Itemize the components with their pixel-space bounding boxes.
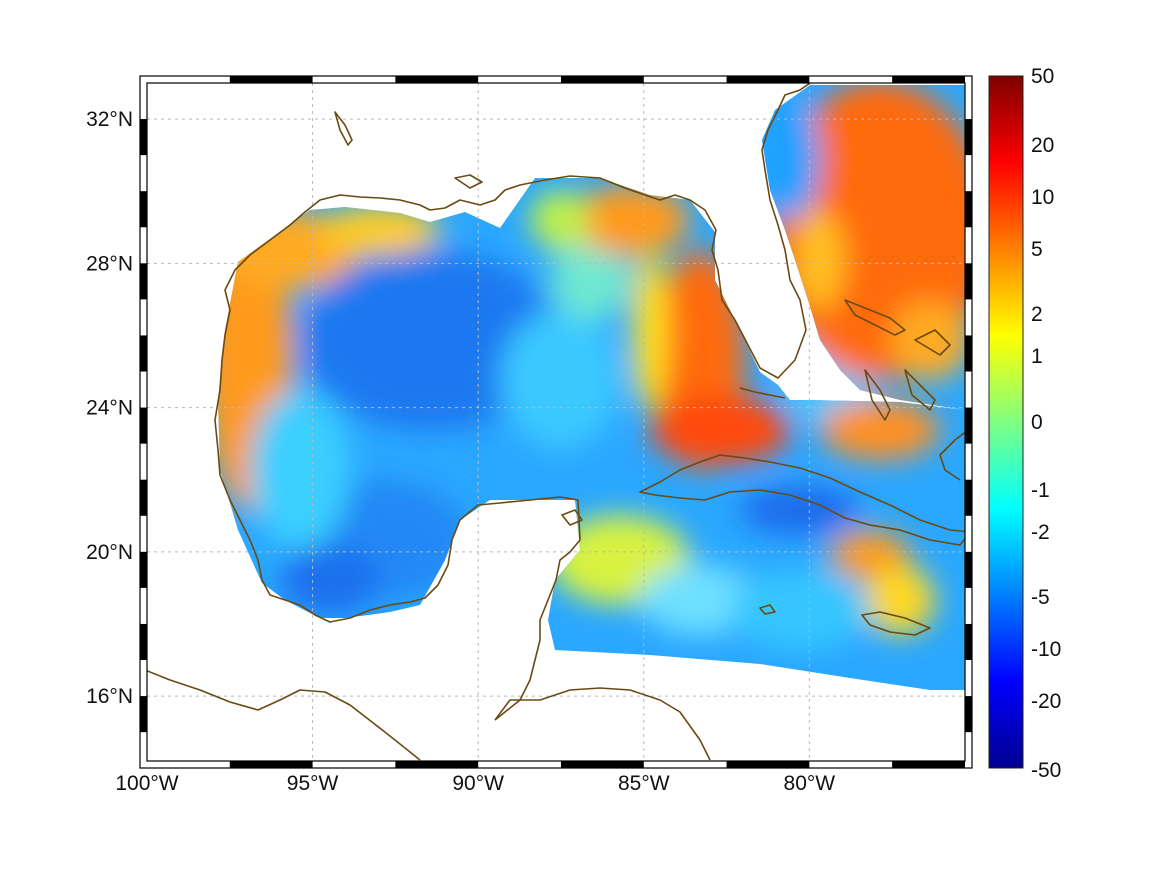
lon-tick-label: 85°W	[618, 772, 670, 795]
lon-tick-label: 90°W	[452, 772, 504, 795]
frame-segment	[965, 551, 972, 588]
colorbar-gradient	[988, 75, 1024, 769]
frame-segment	[140, 623, 147, 661]
frame-segment	[140, 551, 147, 588]
coastlines	[147, 83, 965, 761]
frame-segment	[965, 191, 972, 228]
frame-segment	[395, 761, 479, 768]
frame-segment	[140, 696, 147, 733]
lat-tick-label: 24°N	[86, 397, 133, 420]
frame-segment	[892, 76, 965, 83]
frame-segment	[560, 76, 644, 83]
colorbar-tick-label: -50	[1031, 759, 1061, 782]
gridlines	[147, 83, 965, 761]
frame-segment	[229, 76, 313, 83]
colorbar-tick-label: -20	[1031, 690, 1061, 713]
frame-segment	[965, 407, 972, 444]
frame-segment	[140, 479, 147, 516]
lat-tick-label: 28°N	[86, 252, 133, 275]
colorbar-tick-label: 1	[1031, 345, 1043, 368]
frame-segment	[140, 407, 147, 444]
colorbar-tick-label: -2	[1031, 521, 1050, 544]
colorbar-tick-label: 2	[1031, 303, 1043, 326]
latitude-labels: 32°N 28°N 24°N 20°N 16°N	[86, 108, 133, 708]
frame-segment	[965, 335, 972, 372]
lon-tick-label: 95°W	[287, 772, 339, 795]
frame-segment	[395, 76, 479, 83]
colorbar-tick-label: 20	[1031, 134, 1054, 157]
lat-tick-label: 32°N	[86, 108, 133, 131]
frame-segment	[965, 119, 972, 156]
frame-segment	[726, 761, 810, 768]
lat-tick-label: 20°N	[86, 541, 133, 564]
colorbar-tick-label: 50	[1031, 65, 1054, 88]
frame-segment	[965, 696, 972, 733]
colorbar-tick-label: 0	[1031, 411, 1043, 434]
frame-segment	[140, 263, 147, 300]
frame-segment	[726, 76, 810, 83]
frame-segment	[965, 263, 972, 300]
frame-segment	[965, 623, 972, 661]
colorbar-tick-label: 10	[1031, 186, 1054, 209]
colorbar-tick-label: 5	[1031, 238, 1043, 261]
frame-segment	[140, 335, 147, 372]
map-frame	[139, 75, 973, 769]
lon-tick-label: 100°W	[115, 772, 178, 795]
longitude-labels: 100°W 95°W 90°W 85°W 80°W	[115, 772, 835, 795]
lon-tick-label: 80°W	[784, 772, 836, 795]
frame-segment	[140, 191, 147, 228]
frame-segment	[892, 761, 965, 768]
lat-tick-label: 16°N	[86, 685, 133, 708]
frame-segment	[560, 761, 644, 768]
colorbar-tick-label: -1	[1031, 479, 1050, 502]
colorbar-tick-label: -5	[1031, 586, 1050, 609]
colorbar-tick-label: -10	[1031, 638, 1061, 661]
frame-segment	[965, 479, 972, 516]
frame-segment	[140, 119, 147, 156]
frame-segment	[229, 761, 313, 768]
